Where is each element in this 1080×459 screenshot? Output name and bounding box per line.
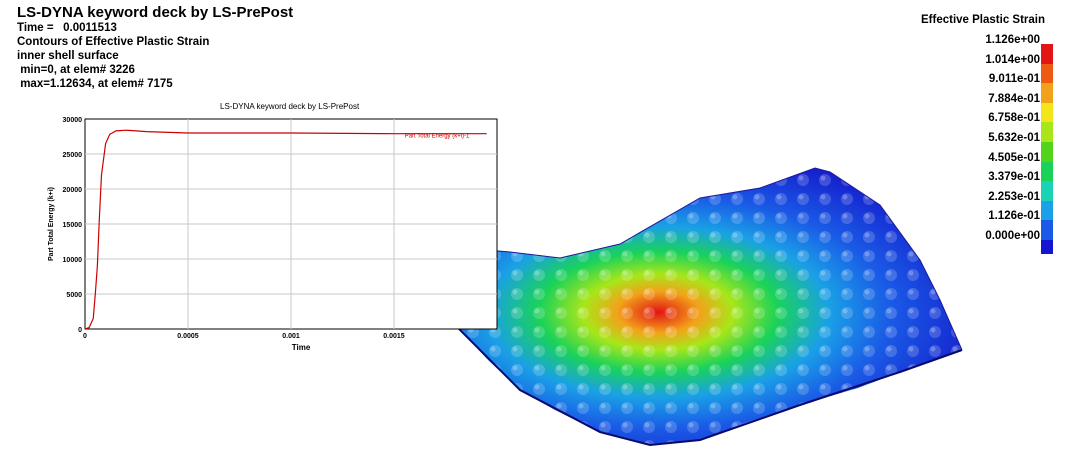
legend-swatch	[1041, 142, 1053, 162]
legend-value: 4.505e-01	[988, 151, 1040, 164]
x-tick-label: 0.001	[282, 333, 300, 340]
legend-value: 7.884e-01	[988, 92, 1040, 105]
series-label: Part Total Energy (k+i)-1	[405, 134, 470, 140]
y-axis-label: Part Total Energy (k+i)	[48, 187, 55, 261]
series-line	[84, 129, 487, 330]
y-tick-label: 20000	[63, 187, 83, 194]
legend-value: 6.758e-01	[988, 112, 1040, 125]
legend-swatch	[1041, 83, 1053, 103]
plot-canvas: 0 0.0005 0.001 0.0015 0 5000 10000 15000 20000 25…	[48, 117, 498, 352]
legend-swatch	[1041, 63, 1053, 84]
model-title: LS-DYNA keyword deck by LS-PrePost	[17, 4, 294, 21]
y-tick-label: 25000	[63, 152, 83, 159]
time-readout: Time = 0.0011513	[17, 22, 117, 34]
legend-value: 1.126e-01	[988, 210, 1040, 223]
legend-swatch	[1041, 44, 1053, 64]
legend-value: 5.632e-01	[988, 132, 1040, 144]
y-tick-label: 30000	[63, 117, 83, 124]
y-tick-label: 0	[78, 327, 82, 334]
legend-value: 1.014e+00	[985, 53, 1040, 66]
legend-value: 1.126e+00	[985, 34, 1040, 46]
legend-value: 0.000e+00	[985, 230, 1040, 242]
surface-description: inner shell surface	[17, 50, 119, 62]
legend-swatch	[1041, 200, 1053, 221]
deformed-panel	[409, 167, 963, 447]
legend-swatch	[1041, 161, 1053, 182]
x-tick-label: 0.0015	[383, 333, 405, 340]
x-tick-label: 0	[83, 333, 87, 340]
energy-plot: LS-DYNA keyword deck by LS-PrePost 0 0.00…	[40, 100, 510, 355]
legend-value: 3.379e-01	[988, 171, 1040, 184]
legend-swatch	[1041, 102, 1053, 123]
min-readout: min=0, at elem# 3226	[17, 64, 135, 76]
legend-swatch	[1041, 240, 1053, 254]
contour-description: Contours of Effective Plastic Strain	[17, 36, 210, 48]
legend-swatch	[1041, 181, 1053, 201]
y-tick-label: 10000	[63, 257, 83, 264]
x-axis-label: Time	[292, 343, 311, 352]
legend-title: Effective Plastic Strain	[921, 14, 1045, 26]
legend-value: 9.011e-01	[988, 73, 1040, 86]
legend-swatch	[1041, 220, 1053, 240]
legend-value: 2.253e-01	[988, 190, 1040, 203]
model-info-header: LS-DYNA keyword deck by LS-PrePost Time …	[17, 4, 293, 91]
y-tick-label: 15000	[63, 222, 83, 229]
plot-title: LS-DYNA keyword deck by LS-PrePost	[220, 102, 360, 111]
y-tick-label: 5000	[66, 292, 82, 299]
color-legend: Effective Plastic Strain 1.126e+00 1.014e…	[900, 0, 1080, 260]
legend-swatch	[1041, 122, 1053, 142]
max-readout: max=1.12634, at elem# 7175	[17, 78, 173, 90]
x-tick-label: 0.0005	[177, 333, 199, 340]
